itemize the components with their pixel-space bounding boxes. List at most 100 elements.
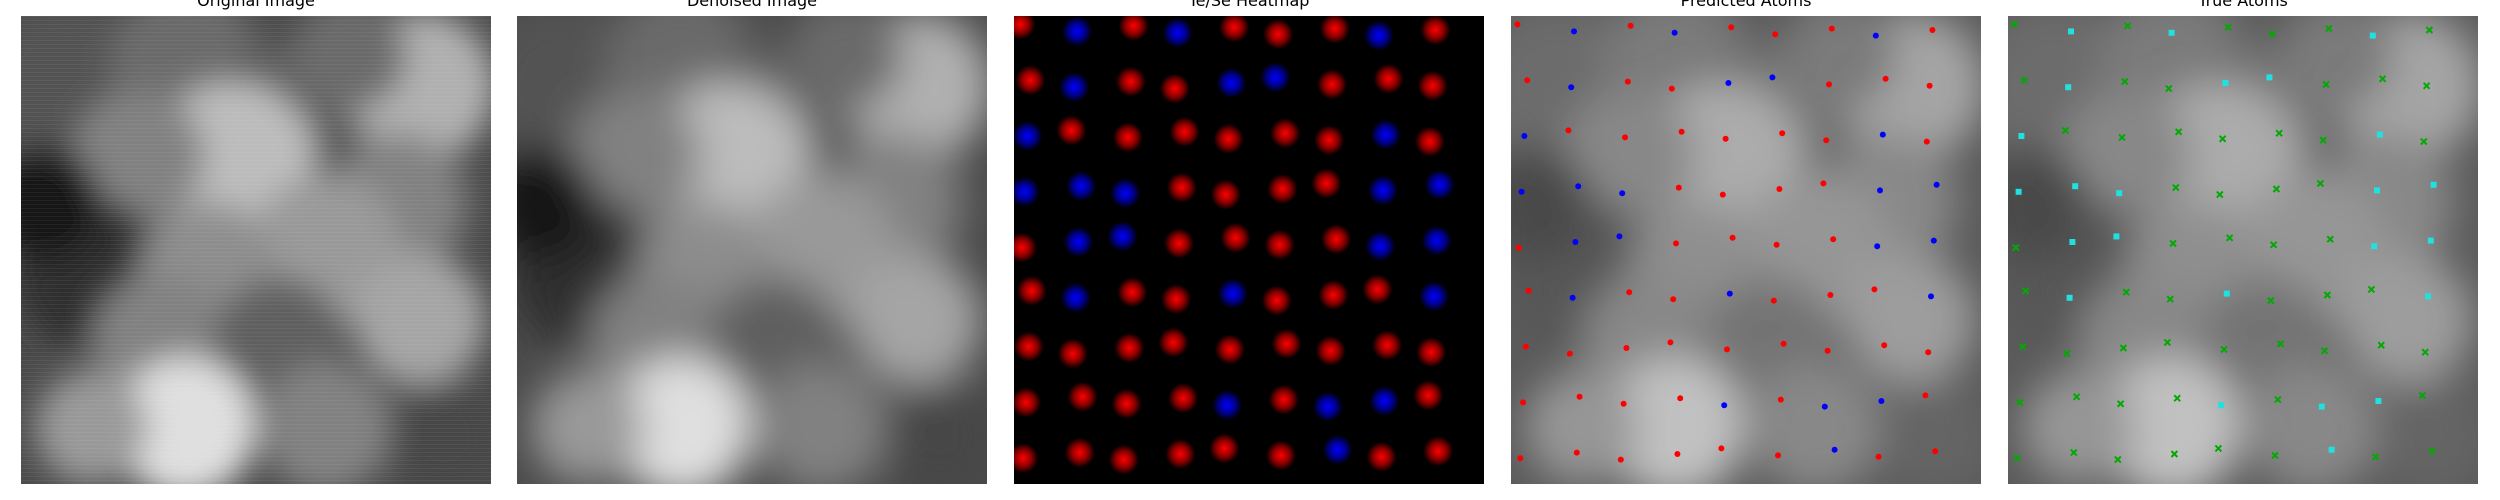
- predicted-te-atom: [1871, 286, 1878, 293]
- texture-blob: [1562, 90, 1695, 223]
- predicted-se-atom: [1726, 290, 1733, 297]
- texture-blob: [21, 146, 101, 260]
- predicted-atoms-map: [1511, 16, 1981, 484]
- se-heat-spot: [1216, 68, 1247, 98]
- predicted-te-atom: [1729, 234, 1736, 241]
- scan-line: [21, 148, 491, 149]
- texture-blob: [1605, 357, 1746, 484]
- scan-line: [21, 100, 491, 101]
- predicted-te-atom: [1718, 445, 1725, 452]
- scan-line: [21, 76, 491, 77]
- te-heat-spot: [1215, 334, 1245, 365]
- se-heat-spot: [1369, 386, 1400, 416]
- true-te-atom: [2214, 444, 2223, 453]
- predicted-te-atom: [1525, 287, 1532, 294]
- scan-line: [21, 196, 491, 197]
- te-heat-spot: [1161, 284, 1192, 315]
- true-se-atom: [2266, 74, 2273, 81]
- predicted-te-atom: [1667, 339, 1674, 346]
- true-te-atom: [2428, 447, 2436, 455]
- texture-blob: [1877, 380, 1981, 484]
- scan-line: [21, 32, 491, 33]
- scan-line: [21, 360, 491, 361]
- te-heat-spot: [1117, 277, 1148, 308]
- true-te-atom: [2118, 133, 2126, 142]
- scan-line: [21, 424, 491, 425]
- scan-line: [21, 88, 491, 89]
- te-heat-spot: [1213, 123, 1244, 154]
- true-se-atom: [2072, 183, 2079, 190]
- predicted-te-atom: [1576, 393, 1583, 400]
- true-te-atom: [2218, 135, 2227, 143]
- texture-blob: [789, 16, 903, 110]
- true-te-atom: [2169, 239, 2177, 248]
- true-te-atom: [2269, 241, 2278, 249]
- te-heat-spot: [1168, 383, 1199, 414]
- scan-line: [21, 456, 491, 457]
- te-heat-spot: [1314, 125, 1345, 156]
- predicted-se-atom: [1928, 293, 1934, 300]
- predicted-te-atom: [1823, 137, 1830, 144]
- scan-line: [21, 348, 491, 349]
- true-te-atom: [2267, 296, 2275, 305]
- texture-blob: [756, 362, 889, 484]
- scan-line: [21, 136, 491, 137]
- scan-line: [21, 272, 491, 273]
- predicted-te-atom: [1620, 400, 1627, 407]
- true-se-atom: [2222, 80, 2229, 86]
- scan-line: [21, 472, 491, 473]
- te-heat-spot: [1118, 16, 1149, 41]
- te-heat-spot: [1417, 70, 1448, 101]
- panel-title: Te/Se Heatmap: [1188, 0, 1310, 10]
- texture-blob: [2102, 357, 2243, 484]
- true-te-atom: [2061, 126, 2070, 135]
- predicted-te-atom: [1617, 456, 1624, 463]
- predicted-te-atom: [1820, 180, 1827, 187]
- se-heat-spot: [1419, 281, 1449, 312]
- scan-line: [21, 60, 491, 61]
- true-te-atom: [2367, 285, 2376, 294]
- scan-line: [21, 168, 491, 169]
- scan-line: [21, 400, 491, 401]
- scan-line: [21, 292, 491, 293]
- predicted-te-atom: [1674, 451, 1681, 457]
- te-heat-spot: [1373, 63, 1404, 94]
- scan-line: [21, 20, 491, 21]
- scan-line: [21, 252, 491, 253]
- scan-line: [21, 364, 491, 365]
- predicted-se-atom: [1821, 403, 1828, 410]
- scan-line: [21, 312, 491, 313]
- te-heat-spot: [1015, 65, 1046, 96]
- true-se-atom: [2328, 446, 2335, 453]
- predicted-se-atom: [1831, 446, 1838, 453]
- predicted-te-atom: [1925, 349, 1932, 356]
- scan-line: [21, 124, 491, 125]
- scan-line: [21, 128, 491, 129]
- te-heat-spot: [1321, 224, 1352, 255]
- scan-line: [21, 228, 491, 229]
- predicted-te-atom: [1565, 127, 1572, 134]
- predicted-te-atom: [1828, 25, 1835, 32]
- texture-blob: [293, 16, 407, 110]
- true-se-atom: [2369, 32, 2376, 39]
- true-te-atom: [2378, 75, 2387, 83]
- se-heat-spot: [1217, 278, 1248, 309]
- te-heat-spot: [1108, 444, 1139, 475]
- te-heat-spot: [1014, 331, 1044, 362]
- predicted-te-atom: [1624, 78, 1631, 85]
- scan-line: [21, 52, 491, 53]
- predicted-te-atom: [1623, 345, 1630, 351]
- predicted-te-atom: [1824, 347, 1831, 354]
- scan-line: [21, 184, 491, 185]
- te-heat-spot: [1413, 380, 1444, 411]
- texture-blob: [2022, 371, 2135, 484]
- scan-line: [21, 420, 491, 421]
- true-te-atom: [2010, 20, 2019, 29]
- predicted-te-atom: [1923, 138, 1930, 145]
- true-te-atom: [2122, 288, 2130, 296]
- true-te-atom: [2319, 136, 2327, 144]
- true-te-atom: [2116, 400, 2125, 408]
- true-te-atom: [2163, 338, 2172, 347]
- true-te-atom: [2276, 340, 2285, 348]
- se-heat-spot: [1062, 16, 1092, 47]
